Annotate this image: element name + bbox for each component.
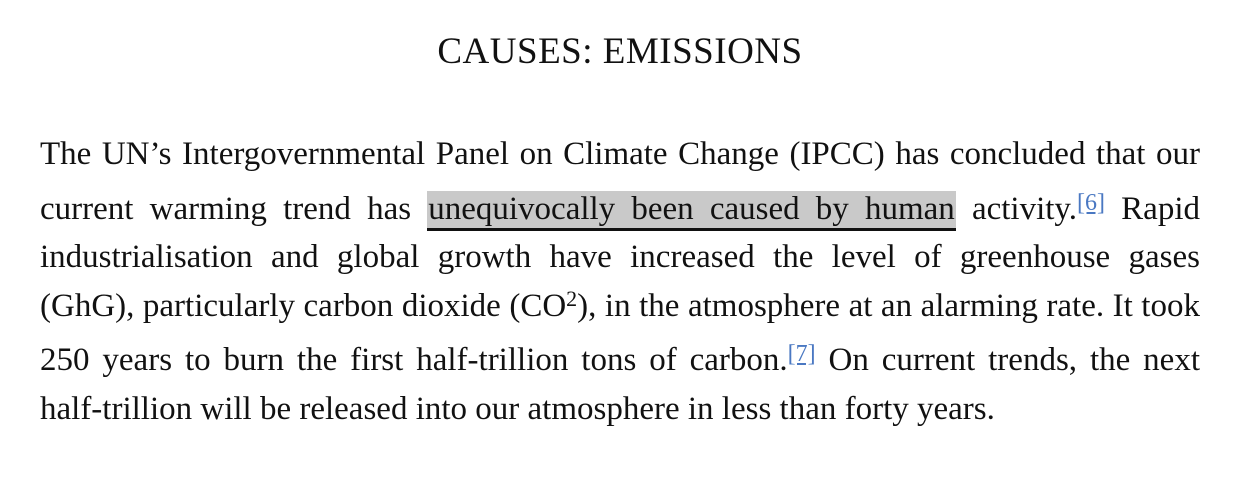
body-paragraph: The UN’s Intergovernmental Panel on Clim…: [40, 130, 1200, 433]
highlighted-text[interactable]: unequivocally been caused by human: [427, 190, 956, 231]
paragraph-text: On current trends, the next half-trillio…: [40, 342, 1200, 427]
paragraph-text: ), in the at­mosphere at an alarming rat…: [40, 287, 1200, 379]
section-heading: CAUSES: EMISSIONS: [437, 31, 803, 72]
paragraph-text: activity.: [955, 190, 1078, 227]
paragraph-text: Rapid industrialisation and global growt…: [40, 190, 1200, 324]
footnote-link-7[interactable]: [7]: [787, 341, 816, 367]
co2-superscript: 2: [566, 285, 578, 311]
footnote-link-6[interactable]: [6]: [1077, 189, 1105, 216]
paragraph-text: The UN’s Intergovernmental Panel on Clim…: [40, 136, 1200, 227]
